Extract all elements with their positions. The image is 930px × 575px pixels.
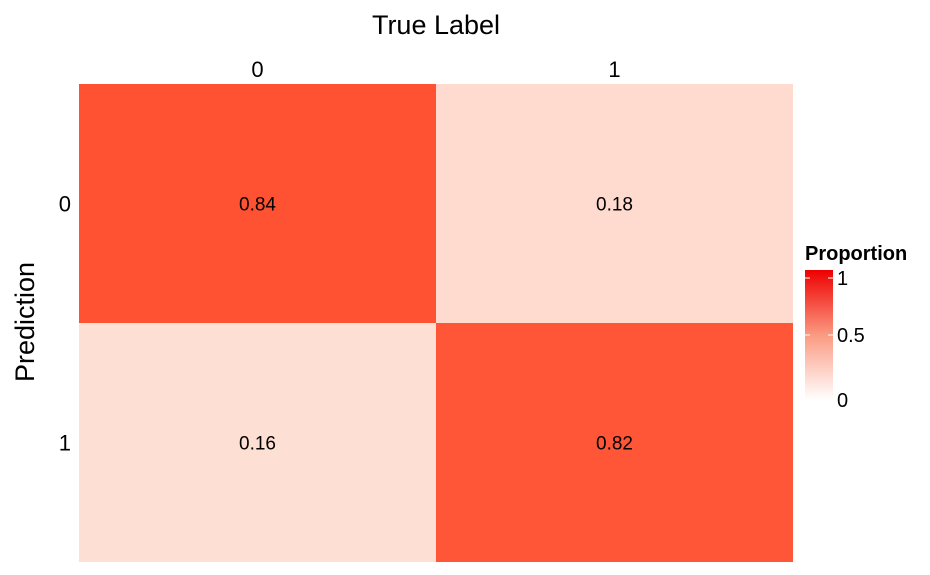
- heatmap-cell-pred1-true0: [79, 323, 436, 562]
- legend-tick-label: 0.5: [837, 325, 865, 347]
- heatmap-cell-pred0-true1: [436, 84, 793, 323]
- cell-value-label: 0.82: [596, 434, 633, 455]
- heatmap-cell-pred1-true1: [436, 323, 793, 562]
- heatmap-cells: 0.84 0.18 0.16 0.82: [79, 84, 793, 562]
- cell-value-label: 0.16: [239, 434, 276, 455]
- legend-title: Proportion: [805, 243, 907, 265]
- cell-value-label: 0.18: [596, 195, 633, 216]
- y-axis-title: Prediction: [10, 262, 40, 382]
- legend-ticks: 10.50: [805, 268, 865, 412]
- legend: Proportion 10.50: [805, 243, 907, 412]
- legend-tick-label: 0: [837, 390, 848, 412]
- cell-value-label: 0.84: [239, 195, 276, 216]
- heatmap-cell-pred0-true0: [79, 84, 436, 323]
- legend-tick-label: 1: [837, 268, 848, 290]
- x-tick-label: 1: [608, 57, 620, 82]
- x-axis-title: True Label: [372, 10, 500, 40]
- y-tick-labels: 01: [59, 192, 71, 456]
- x-tick-label: 0: [251, 57, 263, 82]
- y-tick-label: 1: [59, 431, 71, 456]
- y-tick-label: 0: [59, 192, 71, 217]
